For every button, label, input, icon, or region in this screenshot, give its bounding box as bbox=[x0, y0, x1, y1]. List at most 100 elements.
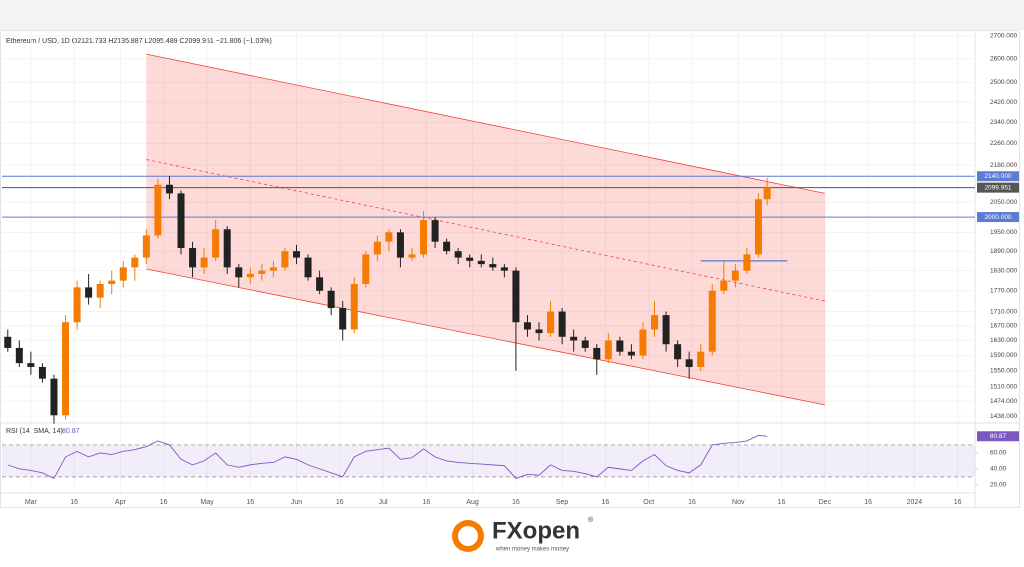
x-tick-label: May bbox=[200, 499, 214, 506]
candle-body bbox=[662, 315, 670, 345]
candle-body bbox=[73, 287, 81, 323]
y-tick-label: 2050.000 bbox=[990, 199, 1017, 206]
candle-body bbox=[396, 232, 404, 258]
x-tick-label: 16 bbox=[160, 499, 168, 506]
x-tick-label: Nov bbox=[732, 499, 745, 506]
candle-body bbox=[142, 235, 150, 258]
y-tick-label: 1510.000 bbox=[990, 383, 1017, 390]
candle-body bbox=[281, 251, 289, 268]
y-tick-label: 1438.000 bbox=[990, 413, 1017, 420]
candle-body bbox=[62, 322, 70, 416]
price-label: 2099.951 bbox=[984, 184, 1011, 191]
candle-body bbox=[570, 336, 578, 341]
x-tick-label: 16 bbox=[336, 499, 344, 506]
candle-body bbox=[593, 347, 601, 360]
candle-body bbox=[385, 232, 393, 242]
candle-body bbox=[304, 257, 312, 278]
candle-body bbox=[316, 277, 324, 291]
candle-body bbox=[119, 267, 127, 281]
rsi-value-box bbox=[977, 431, 1019, 442]
price-label-box bbox=[977, 212, 1019, 223]
candle-body bbox=[477, 260, 485, 265]
y-tick-label: 1590.000 bbox=[990, 352, 1017, 359]
y-tick-label: 1890.000 bbox=[990, 248, 1017, 255]
y-tick-label: 1710.000 bbox=[990, 308, 1017, 315]
x-tick-label: 16 bbox=[778, 499, 786, 506]
chart-title: Ethereum / USD, 1D O2121.733 H2135.887 L… bbox=[6, 38, 272, 45]
x-tick-label: 16 bbox=[864, 499, 872, 506]
y-tick-label: 1670.000 bbox=[990, 323, 1017, 330]
candle-body bbox=[604, 340, 612, 360]
y-tick-label: 2420.000 bbox=[990, 99, 1017, 106]
candle-body bbox=[443, 241, 451, 252]
x-tick-label: Jul bbox=[379, 499, 388, 506]
candle-body bbox=[523, 322, 531, 330]
candle-body bbox=[200, 257, 208, 268]
candle-body bbox=[165, 184, 173, 194]
x-tick-label: 16 bbox=[423, 499, 431, 506]
price-label-box bbox=[977, 182, 1019, 193]
x-tick-label: 16 bbox=[70, 499, 78, 506]
candle-body bbox=[685, 359, 693, 367]
y-tick-label: 1474.000 bbox=[990, 398, 1017, 405]
x-tick-label: 16 bbox=[954, 499, 962, 506]
candle-body bbox=[408, 254, 416, 258]
candle-body bbox=[212, 229, 220, 258]
candle-body bbox=[547, 311, 555, 334]
candle-body bbox=[177, 193, 185, 249]
candle-body bbox=[327, 290, 335, 309]
y-tick-label: 2500.000 bbox=[990, 79, 1017, 86]
tagline: when money makes money bbox=[495, 547, 569, 553]
rsi-tick-label: 40.00 bbox=[990, 466, 1007, 473]
candle-body bbox=[639, 329, 647, 356]
candle-body bbox=[223, 229, 231, 268]
channel-upper bbox=[146, 53, 825, 194]
x-tick-label: Jun bbox=[291, 499, 302, 506]
x-tick-label: 16 bbox=[512, 499, 520, 506]
candle-body bbox=[616, 340, 624, 352]
candle-body bbox=[731, 270, 739, 281]
y-tick-label: 1950.000 bbox=[990, 229, 1017, 236]
y-tick-label: 2340.000 bbox=[990, 119, 1017, 126]
y-tick-label: 1830.000 bbox=[990, 267, 1017, 274]
rsi-band bbox=[2, 444, 975, 477]
candle-body bbox=[189, 248, 197, 268]
candle-body bbox=[38, 366, 46, 379]
candle-body bbox=[292, 251, 300, 258]
x-tick-label: Mar bbox=[25, 499, 38, 506]
price-label: 2140.000 bbox=[984, 173, 1011, 180]
candle-body bbox=[85, 287, 93, 298]
candle-body bbox=[581, 340, 589, 348]
x-tick-label: Aug bbox=[466, 499, 479, 506]
candle-body bbox=[362, 254, 370, 284]
x-tick-label: 16 bbox=[602, 499, 610, 506]
y-tick-label: 2180.000 bbox=[990, 162, 1017, 169]
candle-body bbox=[269, 267, 277, 271]
y-tick-label: 2700.000 bbox=[990, 33, 1017, 40]
candle-body bbox=[27, 363, 35, 367]
top-band bbox=[0, 0, 1024, 30]
y-tick-label: 2260.000 bbox=[990, 140, 1017, 147]
x-tick-label: Apr bbox=[115, 499, 127, 506]
candle-body bbox=[339, 308, 347, 330]
candle-body bbox=[763, 187, 771, 200]
candle-body bbox=[15, 347, 23, 364]
channel-lower bbox=[146, 268, 825, 406]
x-tick-label: 16 bbox=[688, 499, 696, 506]
candle-body bbox=[743, 254, 751, 271]
x-tick-label: Oct bbox=[643, 499, 654, 506]
candle-body bbox=[258, 270, 266, 274]
candle-body bbox=[627, 351, 635, 356]
rsi-value-label: 80.87 bbox=[990, 433, 1007, 440]
candle-body bbox=[500, 267, 508, 271]
candle-body bbox=[373, 241, 381, 255]
rsi-header-value: 80.87 bbox=[62, 428, 80, 435]
y-tick-label: 2600.000 bbox=[990, 55, 1017, 62]
chart-frame bbox=[0, 30, 1020, 508]
candle-body bbox=[489, 264, 497, 268]
candle-body bbox=[754, 199, 762, 255]
x-tick-label: 2024 bbox=[907, 499, 923, 506]
candle-body bbox=[466, 257, 474, 261]
rsi-line bbox=[7, 434, 768, 480]
candle-body bbox=[431, 220, 439, 242]
